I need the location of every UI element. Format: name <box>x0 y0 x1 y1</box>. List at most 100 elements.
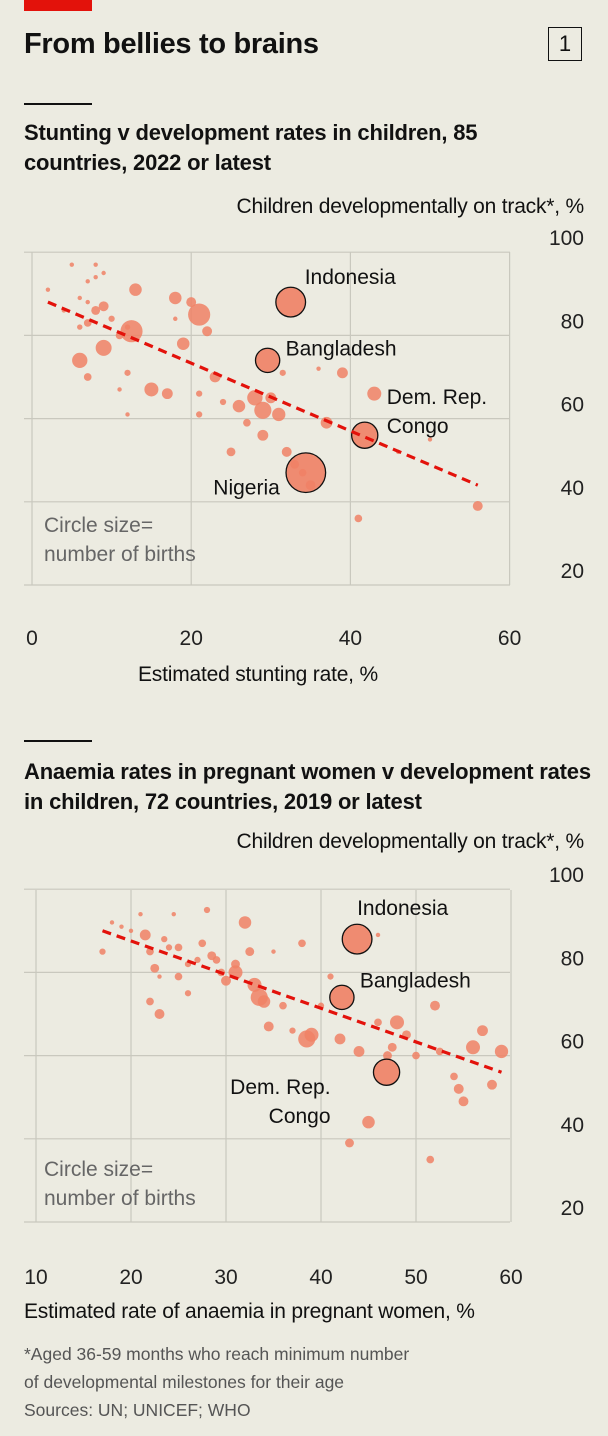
country-point <box>263 1021 274 1032</box>
country-point <box>247 977 262 992</box>
country-point <box>430 1000 440 1011</box>
country-point <box>91 306 101 315</box>
country-point <box>188 303 211 326</box>
country-label: Dem. Rep. <box>230 1076 330 1099</box>
country-point <box>154 1009 165 1019</box>
country-point <box>226 447 236 457</box>
chart2-y-axis-title: Children developmentally on track*, % <box>236 830 585 853</box>
country-point <box>494 1044 509 1059</box>
country-label: Indonesia <box>305 266 396 289</box>
country-point <box>466 1040 480 1055</box>
x-tick-label: 20 <box>119 1266 142 1289</box>
country-point <box>279 369 286 376</box>
country-point <box>327 973 334 980</box>
country-point <box>426 1155 435 1164</box>
highlighted-country-point <box>285 452 327 494</box>
country-point <box>109 920 115 925</box>
chart2-plot: 100 80 60 40 20 10 20 30 40 50 60 Circle size= numbe… <box>24 864 584 1289</box>
country-point <box>198 939 207 948</box>
x-tick-label: 0 <box>26 627 38 650</box>
country-point <box>247 390 263 406</box>
country-point <box>165 944 173 951</box>
country-point <box>203 906 211 914</box>
country-point <box>98 301 109 312</box>
x-tick-label: 50 <box>404 1266 427 1289</box>
country-point <box>387 1042 397 1052</box>
footnote-line: *Aged 36-59 months who reach minimum num… <box>24 1344 410 1364</box>
x-tick-label: 40 <box>309 1266 332 1289</box>
country-point <box>298 939 306 948</box>
country-point <box>119 924 124 929</box>
chart2-x-axis-title: Estimated rate of anaemia in pregnant wo… <box>24 1300 475 1323</box>
country-point <box>487 1079 497 1090</box>
country-point <box>196 411 203 418</box>
country-point <box>174 943 183 952</box>
country-label: Congo <box>387 415 449 438</box>
country-point <box>279 1001 287 1010</box>
highlighted-country-point <box>254 347 281 374</box>
country-point <box>161 388 173 400</box>
chart2-subtitle: Anaemia rates in pregnant women v develo… <box>24 759 591 814</box>
x-tick-label: 40 <box>339 627 362 650</box>
country-point <box>45 287 51 292</box>
country-point <box>257 429 269 441</box>
country-point <box>169 291 182 305</box>
country-point <box>125 412 130 417</box>
country-point <box>101 270 106 276</box>
country-point <box>129 283 142 296</box>
country-point <box>271 949 276 954</box>
country-point <box>345 1138 354 1148</box>
country-point <box>196 390 203 397</box>
country-point <box>477 1025 488 1037</box>
country-point <box>139 929 151 941</box>
country-point <box>304 1027 319 1042</box>
chart1-y-axis-title: Children developmentally on track*, % <box>236 195 585 218</box>
country-point <box>458 1096 469 1107</box>
country-point <box>99 948 106 955</box>
section-rule <box>24 103 92 105</box>
country-point <box>316 366 321 371</box>
country-label: Nigeria <box>213 477 280 500</box>
y-tick-label: 100 <box>549 864 584 887</box>
country-point <box>95 339 112 356</box>
trend-line <box>101 929 503 1074</box>
highlighted-country-point <box>329 984 355 1011</box>
country-point <box>281 446 292 457</box>
country-point <box>194 956 201 964</box>
country-point <box>272 407 286 422</box>
size-legend-note: number of births <box>44 1187 196 1210</box>
highlighted-country-point <box>341 923 373 955</box>
country-point <box>176 337 190 350</box>
country-point <box>128 928 134 933</box>
size-legend-note: Circle size= <box>44 1158 153 1181</box>
x-tick-label: 60 <box>498 627 521 650</box>
country-point <box>77 295 82 301</box>
sources: Sources: UN; UNICEF; WHO <box>24 1400 251 1420</box>
country-point <box>138 911 143 917</box>
country-label: Congo <box>269 1105 331 1128</box>
y-tick-label: 80 <box>561 947 584 970</box>
footnote-line: of developmental milestones for their ag… <box>24 1372 345 1392</box>
section-rule <box>24 740 92 742</box>
country-point <box>353 1046 365 1057</box>
country-point <box>85 299 90 305</box>
country-point <box>212 956 221 964</box>
brand-accent-bar <box>24 0 92 11</box>
y-tick-label: 20 <box>561 560 584 583</box>
country-point <box>173 316 178 321</box>
y-tick-label: 60 <box>561 394 584 417</box>
country-point <box>320 416 333 429</box>
country-label: Dem. Rep. <box>387 386 487 409</box>
country-point <box>337 367 348 379</box>
country-label: Bangladesh <box>286 337 397 360</box>
country-point <box>245 947 255 957</box>
x-tick-label: 10 <box>24 1266 47 1289</box>
size-legend-note: number of births <box>44 543 196 566</box>
footnote: *Aged 36-59 months who reach minimum num… <box>24 1340 409 1424</box>
country-label: Indonesia <box>357 897 448 920</box>
country-point <box>93 274 98 280</box>
country-point <box>120 320 143 343</box>
country-point <box>72 352 88 369</box>
country-point <box>412 1051 420 1060</box>
country-point <box>232 399 246 413</box>
